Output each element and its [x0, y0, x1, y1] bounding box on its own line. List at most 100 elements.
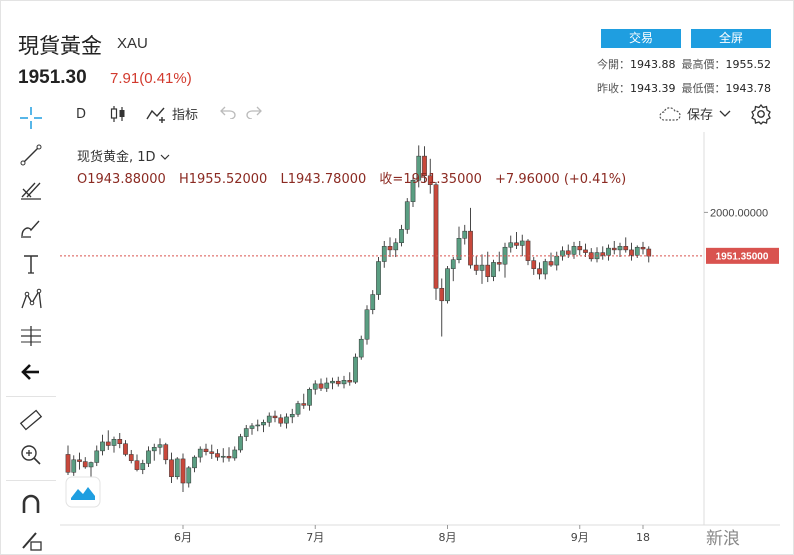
x-tick-label: 6月 [174, 531, 192, 544]
back-arrow-icon[interactable] [19, 360, 43, 384]
candle [537, 262, 542, 280]
candle-body [272, 415, 278, 419]
candle [128, 449, 134, 464]
candle [594, 247, 600, 263]
candle-body [376, 261, 381, 295]
trend-line-icon[interactable] [19, 143, 43, 167]
candle-body [105, 441, 111, 446]
candle-body [491, 262, 496, 277]
candle-body [393, 242, 399, 251]
source-watermark: 新浪 [706, 529, 740, 549]
zoom-icon[interactable] [19, 443, 43, 467]
indicators-button[interactable]: 指标 [146, 104, 198, 123]
candlestick-icon[interactable] [110, 104, 126, 128]
price-change: 7.91(0.41%) [110, 70, 192, 87]
candle [491, 259, 496, 282]
candle [220, 448, 226, 463]
candle-body [94, 450, 100, 463]
candle [629, 242, 634, 261]
candle [100, 434, 105, 456]
instrument-symbol: XAU [117, 35, 148, 52]
candle-body [71, 459, 77, 473]
candle-body [215, 453, 220, 458]
trade-button[interactable]: 交易 [601, 29, 681, 48]
candle [197, 446, 203, 463]
legend-title: 现货黄金, 1D [77, 150, 156, 165]
candle-body [307, 388, 312, 406]
candle [422, 146, 427, 183]
candle [364, 305, 370, 345]
candle [347, 372, 353, 386]
candle [192, 455, 197, 473]
candle [226, 447, 232, 462]
candle-body [450, 259, 456, 269]
candle [330, 377, 335, 390]
candle [123, 440, 128, 457]
candle [548, 252, 554, 267]
x-tick-label: 9月 [571, 531, 589, 544]
brush-icon[interactable] [19, 216, 43, 240]
candle-body [111, 439, 117, 446]
candle-body [203, 448, 209, 453]
candle-body [128, 454, 134, 461]
candle [209, 444, 215, 459]
candle [353, 353, 358, 384]
crosshair-icon[interactable] [19, 106, 43, 130]
candle [588, 248, 594, 262]
undo-icon[interactable] [220, 105, 236, 123]
candle [416, 145, 422, 188]
x-tick-label: 7月 [306, 531, 324, 544]
settings-icon[interactable] [750, 103, 772, 129]
price-chart[interactable]: 2000.00000 6月 7月 8月 9月 18 1951.35000 [60, 132, 780, 547]
fullscreen-button[interactable]: 全屏 [691, 29, 771, 48]
ruler-icon[interactable] [19, 408, 43, 432]
candle-body [261, 422, 266, 426]
candle [174, 457, 180, 480]
save-button[interactable]: 保存 [658, 104, 732, 123]
open-value: 1943.88 [630, 58, 676, 71]
candle-body [134, 460, 140, 470]
indicator-icon [146, 107, 165, 123]
candle [289, 408, 295, 424]
chart-legend-title[interactable]: 现货黄金, 1D [77, 146, 170, 165]
candle [295, 400, 301, 417]
candle-body [180, 458, 186, 484]
candle [94, 445, 100, 467]
magnet-icon[interactable] [19, 493, 43, 517]
candle [111, 436, 117, 453]
candle [456, 226, 462, 264]
stats-row-prevclose-low: 昨收：1943.39 最低價：1943.78 [597, 80, 771, 96]
candle-body [525, 240, 531, 261]
fib-icon[interactable] [19, 179, 43, 203]
candle-body [249, 425, 255, 429]
candle [146, 446, 151, 467]
candle-body [347, 380, 353, 383]
interval-selector[interactable]: D [76, 107, 87, 122]
candle [180, 453, 186, 492]
candle-body [433, 184, 439, 289]
redo-icon[interactable] [246, 105, 262, 123]
candle [399, 224, 404, 247]
candle-body [209, 451, 215, 454]
pattern-icon[interactable] [19, 288, 43, 312]
candle [404, 198, 410, 234]
candle-body [634, 246, 640, 256]
logo-badge[interactable] [65, 476, 101, 508]
candle-body [560, 250, 565, 257]
text-icon[interactable] [19, 252, 43, 276]
pencil-lock-icon[interactable] [19, 528, 43, 552]
candle [462, 224, 468, 245]
candle [387, 237, 393, 258]
candle-body [192, 456, 197, 469]
candle [318, 378, 324, 392]
candle-body [238, 436, 243, 451]
candle-body [617, 246, 623, 251]
candle [261, 419, 266, 433]
candle [485, 251, 491, 283]
measure-icon[interactable] [19, 324, 43, 348]
candle [577, 240, 583, 256]
candle [140, 459, 146, 475]
candle [232, 446, 238, 461]
candle [358, 335, 364, 360]
candle-body [169, 459, 174, 478]
